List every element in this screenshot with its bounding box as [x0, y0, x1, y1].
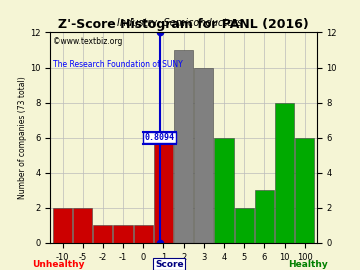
Text: Score: Score [155, 260, 184, 269]
Bar [134, 225, 153, 243]
Text: Healthy: Healthy [288, 260, 328, 269]
Bar [295, 138, 314, 243]
Bar [194, 68, 213, 243]
Bar [113, 225, 132, 243]
Bar [73, 208, 92, 243]
Y-axis label: Number of companies (73 total): Number of companies (73 total) [18, 76, 27, 199]
Bar [53, 208, 72, 243]
Title: Z'-Score Histogram for PANL (2016): Z'-Score Histogram for PANL (2016) [58, 18, 309, 31]
Text: ©www.textbiz.org: ©www.textbiz.org [53, 37, 122, 46]
Bar [235, 208, 254, 243]
Bar [93, 225, 112, 243]
Bar [154, 138, 173, 243]
Text: 0.8094: 0.8094 [144, 133, 174, 142]
Bar [214, 138, 234, 243]
Text: The Research Foundation of SUNY: The Research Foundation of SUNY [53, 60, 183, 69]
Text: Unhealthy: Unhealthy [32, 260, 85, 269]
Bar [275, 103, 294, 243]
Bar [255, 190, 274, 243]
Text: Industry: Semiconductors: Industry: Semiconductors [117, 18, 243, 28]
Bar [174, 50, 193, 243]
